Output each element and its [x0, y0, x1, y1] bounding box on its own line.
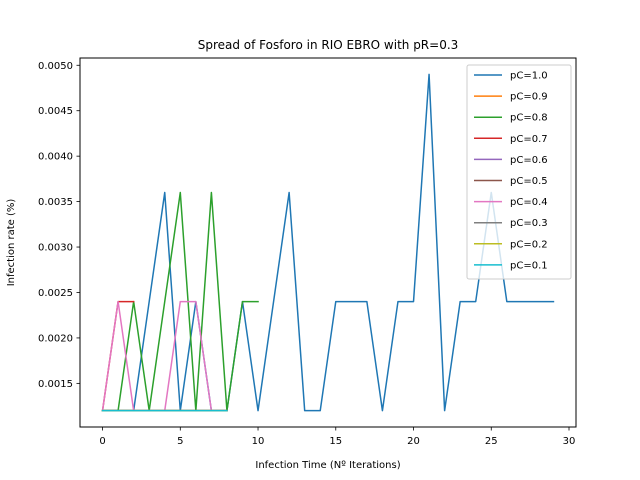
- legend-frame: [466, 64, 572, 280]
- legend-label-5: pC=0.5: [510, 176, 548, 187]
- y-tick-label-4: 0.0035: [38, 197, 73, 208]
- x-tick-label-4: 20: [407, 436, 420, 447]
- y-tick-label-3: 0.0030: [38, 243, 73, 254]
- plot-series: [101, 73, 555, 412]
- legend-label-1: pC=0.9: [510, 92, 548, 103]
- y-axis-title: Infection rate (%): [6, 199, 17, 287]
- legend-label-2: pC=0.8: [510, 113, 548, 124]
- x-tick-label-0: 0: [99, 436, 105, 447]
- legend-label-6: pC=0.4: [510, 197, 548, 208]
- legend-label-8: pC=0.2: [510, 239, 548, 250]
- x-tick-label-6: 30: [563, 436, 576, 447]
- series-line-6: [101, 300, 228, 412]
- x-axis-title: Infection Time (Nº Iterations): [255, 460, 400, 471]
- x-tick-label-1: 5: [177, 436, 183, 447]
- legend-label-7: pC=0.3: [510, 218, 548, 229]
- legend-label-9: pC=0.1: [510, 260, 548, 271]
- x-tick-label-2: 10: [252, 436, 265, 447]
- legend: pC=1.0 pC=0.9 pC=0.8 pC=0.7 pC=0.6 pC=0.5 pC=0…: [466, 64, 572, 280]
- plot-frame: [79, 57, 577, 428]
- y-axis: 0.0015 0.0020 0.0025 0.0030 0.0035 0.0040 0.00…: [38, 61, 80, 390]
- legend-label-0: pC=1.0: [510, 71, 548, 82]
- y-tick-label-0: 0.0015: [38, 379, 73, 390]
- series-line-0: [101, 73, 555, 412]
- legend-label-3: pC=0.7: [510, 134, 548, 145]
- series-line-2: [101, 191, 259, 412]
- chart-title: Spread of Fosforo in RIO EBRO with pR=0.…: [198, 38, 459, 52]
- x-tick-label-5: 25: [485, 436, 498, 447]
- y-tick-label-2: 0.0025: [38, 288, 73, 299]
- series-line-3: [101, 300, 135, 412]
- x-axis: 0 5 10 15 20 25 30: [99, 427, 575, 447]
- x-tick-label-3: 15: [329, 436, 342, 447]
- y-tick-label-5: 0.0040: [38, 152, 73, 163]
- y-tick-label-6: 0.0045: [38, 106, 73, 117]
- y-tick-label-7: 0.0050: [38, 61, 73, 72]
- legend-label-4: pC=0.6: [510, 155, 548, 166]
- y-tick-label-1: 0.0020: [38, 333, 73, 344]
